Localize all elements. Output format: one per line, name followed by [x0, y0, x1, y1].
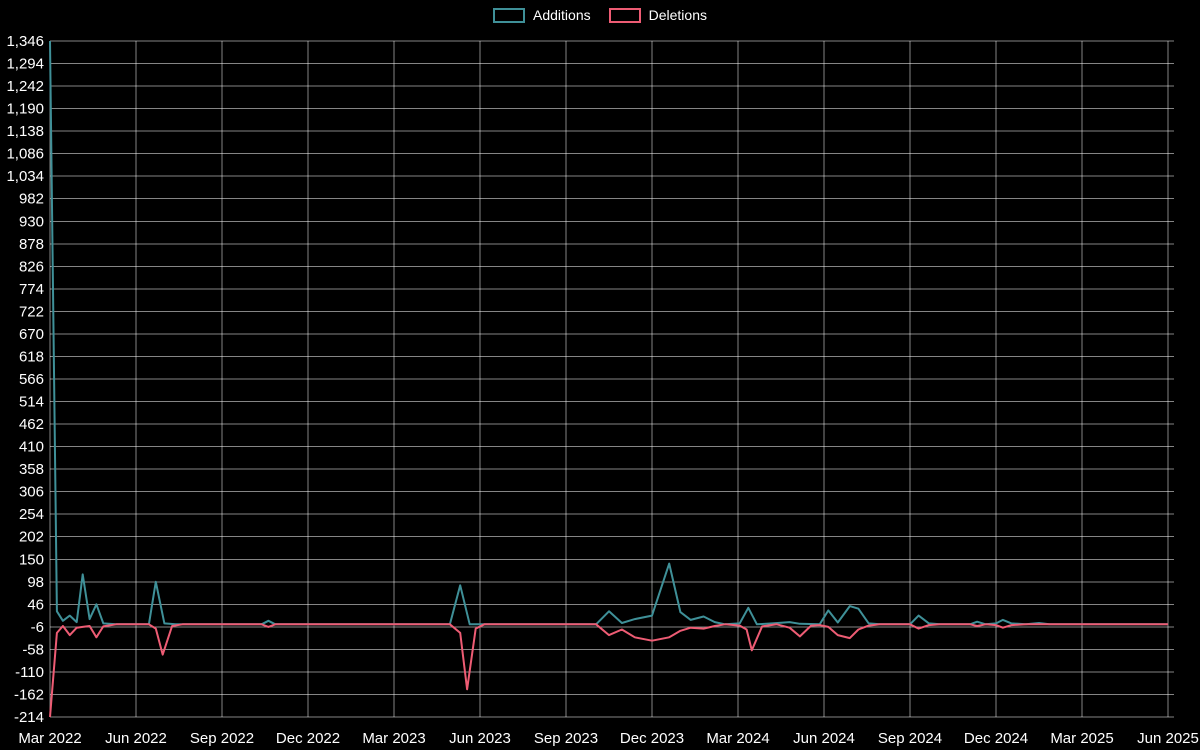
svg-text:Mar 2024: Mar 2024	[706, 730, 769, 747]
svg-text:1,294: 1,294	[6, 56, 44, 73]
svg-text:Mar 2025: Mar 2025	[1050, 730, 1113, 747]
svg-text:Sep 2024: Sep 2024	[878, 730, 942, 747]
svg-text:Jun 2024: Jun 2024	[793, 730, 855, 747]
svg-text:1,190: 1,190	[6, 101, 44, 118]
svg-text:Dec 2024: Dec 2024	[964, 730, 1028, 747]
svg-text:514: 514	[19, 394, 44, 411]
svg-text:98: 98	[27, 574, 44, 591]
svg-text:Sep 2023: Sep 2023	[534, 730, 598, 747]
svg-text:566: 566	[19, 371, 44, 388]
svg-text:Mar 2022: Mar 2022	[18, 730, 81, 747]
svg-text:-214: -214	[14, 709, 44, 726]
svg-text:202: 202	[19, 529, 44, 546]
svg-text:46: 46	[27, 596, 44, 613]
svg-text:930: 930	[19, 213, 44, 230]
deletions-series-swatch	[608, 7, 641, 23]
svg-text:-58: -58	[22, 641, 44, 658]
svg-text:306: 306	[19, 484, 44, 501]
svg-text:410: 410	[19, 439, 44, 456]
svg-text:254: 254	[19, 506, 44, 523]
svg-text:462: 462	[19, 416, 44, 433]
svg-text:Dec 2023: Dec 2023	[620, 730, 684, 747]
svg-text:1,086: 1,086	[6, 146, 44, 163]
svg-text:-162: -162	[14, 687, 44, 704]
svg-text:1,034: 1,034	[6, 168, 44, 185]
svg-text:1,346: 1,346	[6, 33, 44, 50]
svg-text:Dec 2022: Dec 2022	[276, 730, 340, 747]
svg-text:774: 774	[19, 281, 44, 298]
svg-text:Sep 2022: Sep 2022	[190, 730, 254, 747]
legend-item-additions[interactable]: Additions	[493, 7, 591, 23]
svg-text:722: 722	[19, 303, 44, 320]
svg-text:Jun 2025: Jun 2025	[1137, 730, 1199, 747]
legend-item-deletions[interactable]: Deletions	[608, 7, 707, 23]
svg-text:358: 358	[19, 461, 44, 478]
svg-text:618: 618	[19, 349, 44, 366]
svg-text:150: 150	[19, 551, 44, 568]
chart-legend: Additions Deletions	[0, 7, 1200, 23]
svg-text:670: 670	[19, 326, 44, 343]
legend-label-additions: Additions	[533, 7, 591, 23]
svg-text:Jun 2022: Jun 2022	[105, 730, 167, 747]
svg-text:Mar 2023: Mar 2023	[362, 730, 425, 747]
svg-text:-110: -110	[15, 664, 44, 681]
svg-text:1,242: 1,242	[6, 78, 44, 95]
additions-series-swatch	[493, 7, 526, 23]
svg-text:Jun 2023: Jun 2023	[449, 730, 511, 747]
svg-text:878: 878	[19, 236, 44, 253]
svg-text:1,138: 1,138	[6, 123, 44, 140]
svg-text:826: 826	[19, 258, 44, 275]
svg-text:982: 982	[19, 191, 44, 208]
svg-text:-6: -6	[31, 619, 44, 636]
legend-label-deletions: Deletions	[648, 7, 707, 23]
